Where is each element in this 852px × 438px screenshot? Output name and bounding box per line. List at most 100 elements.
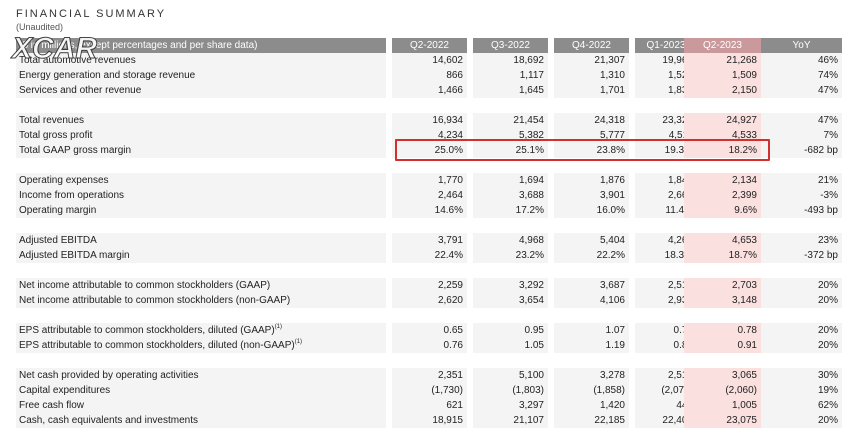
table-row: EPS attributable to common stockholders,… [16,338,842,353]
value-cell: 9.6% [684,203,761,218]
header-q2-2023: Q2-2023 [684,38,761,53]
yoy-cell: 46% [761,53,842,68]
value-cell: 23.2% [473,248,548,263]
yoy-cell: 19% [761,383,842,398]
value-cell: 3,278 [554,368,629,383]
value-cell: 2,351 [392,368,467,383]
value-cell: 0.78 [684,323,761,338]
value-cell: 0.91 [684,338,761,353]
row-label: Net income attributable to common stockh… [16,293,386,308]
row-label: Total revenues [16,113,386,128]
value-cell: 14.6% [392,203,467,218]
value-cell: 22.2% [554,248,629,263]
row-label: EPS attributable to common stockholders,… [16,323,386,338]
header-q1-2023: Q1-2023 [635,38,697,53]
value-cell: 3,688 [473,188,548,203]
value-cell: (1,858) [554,383,629,398]
value-cell: 2,464 [392,188,467,203]
value-cell: 21,307 [554,53,629,68]
row-label: Net cash provided by operating activitie… [16,368,386,383]
value-cell: 16,934 [392,113,467,128]
value-cell: 1,701 [554,83,629,98]
row-label: Adjusted EBITDA margin [16,248,386,263]
row-label-text: Total gross profit [19,130,93,141]
row-label-text: Total GAAP gross margin [19,145,132,156]
value-cell: 1,005 [684,398,761,413]
yoy-cell: 7% [761,128,842,143]
table-row: Net income attributable to common stockh… [16,293,842,308]
table-row: Cash, cash equivalents and investments 18… [16,413,842,428]
yoy-cell: 20% [761,338,842,353]
value-cell: 866 [392,68,467,83]
value-cell: 2,620 [392,293,467,308]
table-row: Total revenues 16,934 21,454 24,318 23,329 24… [16,113,842,128]
value-cell: 19.3% [635,143,697,158]
value-cell: 18.3% [635,248,697,263]
value-cell: 2,513 [635,368,697,383]
row-label: Energy generation and storage revenue [16,68,386,83]
row-label-text: Adjusted EBITDA margin [19,250,130,261]
value-cell: 0.95 [473,323,548,338]
row-label-text: Income from operations [19,190,125,201]
yoy-cell: 20% [761,413,842,428]
table-row: Total GAAP gross margin 25.0% 25.1% 23.8% 19… [16,143,842,158]
value-cell: 22,185 [554,413,629,428]
table-row: Energy generation and storage revenue 866… [16,68,842,83]
row-label: Free cash flow [16,398,386,413]
value-cell: 1,876 [554,173,629,188]
value-cell: 24,318 [554,113,629,128]
yoy-cell: 21% [761,173,842,188]
row-label-text: Free cash flow [19,400,85,411]
row-label-text: Total automotive revenues [19,55,136,66]
value-cell: 21,268 [684,53,761,68]
row-label-text: Operating margin [19,205,97,216]
value-cell: 1,770 [392,173,467,188]
row-label: Income from operations [16,188,386,203]
row-label: Capital expenditures [16,383,386,398]
value-cell: 1,310 [554,68,629,83]
value-cell: 2,664 [635,188,697,203]
table-row: Operating expenses 1,770 1,694 1,876 1,847 2,… [16,173,842,188]
row-label-text: Net cash provided by operating activitie… [19,370,199,381]
row-label: Total gross profit [16,128,386,143]
table-row: Total gross profit 4,234 5,382 5,777 4,511 4,… [16,128,842,143]
value-cell: 14,602 [392,53,467,68]
yoy-cell: 47% [761,113,842,128]
value-cell: 1,420 [554,398,629,413]
value-cell: 1,117 [473,68,548,83]
row-label: Cash, cash equivalents and investments [16,413,386,428]
value-cell: 0.73 [635,323,697,338]
value-cell: 1,847 [635,173,697,188]
table-row: Adjusted EBITDA 3,791 4,968 5,404 4,267 4,653… [16,233,842,248]
value-cell: 1,837 [635,83,697,98]
yoy-cell: 30% [761,368,842,383]
row-label: Total GAAP gross margin [16,143,386,158]
yoy-cell: -372 bp [761,248,842,263]
row-label: EPS attributable to common stockholders,… [16,338,386,353]
value-cell: 23,075 [684,413,761,428]
table-row: Capital expenditures (1,730) (1,803) (1,858… [16,383,842,398]
row-label-text: Energy generation and storage revenue [19,70,196,81]
gross-margin-highlight-box [395,139,770,161]
value-cell: 0.76 [392,338,467,353]
row-label-text: Services and other revenue [19,85,142,96]
value-cell: 1,509 [684,68,761,83]
value-cell: 11.4% [635,203,697,218]
value-cell: 19,963 [635,53,697,68]
header-q4-2022: Q4-2022 [554,38,629,53]
value-cell: 1.05 [473,338,548,353]
value-cell: 2,259 [392,278,467,293]
value-cell: 2,399 [684,188,761,203]
yoy-cell: 23% [761,233,842,248]
value-cell: 1.19 [554,338,629,353]
value-cell: 3,687 [554,278,629,293]
table-row: Adjusted EBITDA margin 22.4% 23.2% 22.2% 18.… [16,248,842,263]
value-cell: 1,529 [635,68,697,83]
value-cell: 25.0% [392,143,467,158]
value-cell: 3,148 [684,293,761,308]
value-cell: 621 [392,398,467,413]
header-yoy: YoY [761,38,842,53]
value-cell: 1.07 [554,323,629,338]
value-cell: 3,901 [554,188,629,203]
value-cell: 2,703 [684,278,761,293]
